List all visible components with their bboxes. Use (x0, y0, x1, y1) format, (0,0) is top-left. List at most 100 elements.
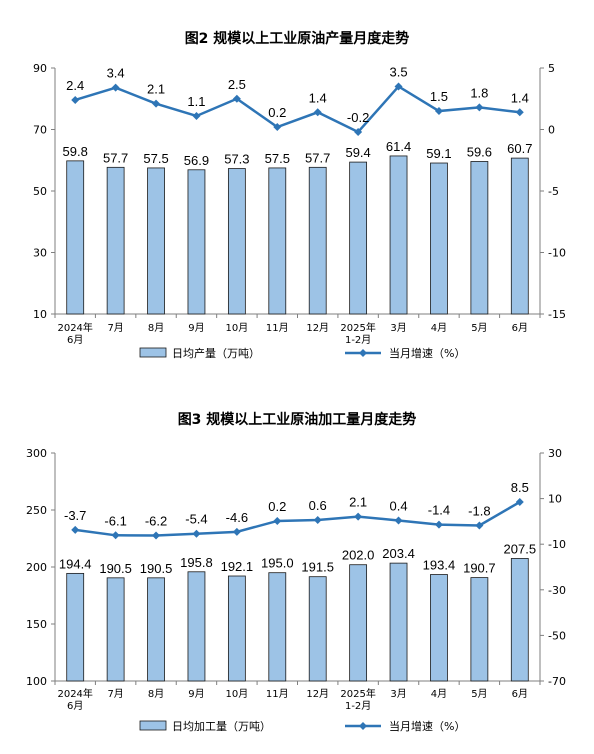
line-point (232, 94, 241, 103)
line-value-label: 8.5 (511, 480, 529, 495)
bar-value-label: 195.0 (261, 556, 294, 571)
growth-rate-line (74, 84, 520, 134)
bar (470, 161, 489, 315)
legend-bar-label: 日均加工量（万吨） (172, 720, 271, 733)
bar-value-label: 59.1 (426, 146, 451, 161)
production-chart-svg: 图2 规模以上工业原油产量月度走势 10 30 50 70 90 -15 -10 -5 0 5 202… (33, 30, 566, 360)
crude-oil-production-chart: 图2 规模以上工业原油产量月度走势 10 30 50 70 90 -15 -10 -5 0 5 202… (33, 30, 566, 360)
x-tick-label: 5月 (471, 322, 487, 334)
legend-bar-label: 日均产量（万吨） (172, 346, 260, 360)
legend-bar-swatch (139, 720, 167, 731)
line-value-label: 0.6 (309, 498, 327, 513)
bar-value-label: 190.7 (463, 561, 496, 576)
bar-value-label: 203.4 (382, 546, 415, 561)
bar (389, 562, 408, 682)
x-tick-label: 2025年 1-2月 (340, 687, 375, 712)
line-value-label: -1.8 (468, 504, 490, 519)
line-point (192, 529, 201, 538)
bar (227, 168, 246, 315)
bar-value-label: 193.4 (423, 558, 456, 573)
processing-chart-title: 图3 规模以上工业原油加工量月度走势 (178, 411, 417, 428)
bar (349, 564, 368, 682)
line-value-label: -1.4 (428, 503, 450, 518)
line-point (475, 521, 484, 530)
line-point (192, 111, 201, 120)
line-point (111, 83, 120, 92)
right-tick-label: 0 (548, 124, 555, 137)
line-value-label: 1.1 (187, 94, 205, 109)
bar (66, 572, 85, 682)
bar-value-label: 190.5 (99, 561, 132, 576)
legend-bar-swatch (139, 347, 167, 358)
bar (349, 161, 368, 315)
x-tick-label: 2024年 6月 (57, 687, 92, 712)
line-value-label: 2.5 (228, 77, 246, 92)
production-chart-title: 图2 规模以上工业原油产量月度走势 (185, 30, 410, 47)
line-point (394, 516, 403, 525)
line-point (273, 123, 282, 132)
line-point (313, 108, 322, 117)
line-value-label: 3.5 (390, 64, 408, 79)
x-tick-label: 6月 (512, 322, 528, 334)
left-tick-label: 250 (26, 504, 47, 517)
line-value-label: 0.2 (268, 105, 286, 120)
left-tick-label: 10 (33, 308, 47, 321)
bar-value-label: 57.5 (265, 151, 290, 166)
growth-rate-line (75, 500, 521, 537)
line-value-label: 2.4 (66, 78, 84, 93)
left-tick-label: 30 (33, 247, 47, 260)
bar (308, 576, 327, 682)
x-tick-label: 4月 (431, 688, 447, 700)
line-point (71, 95, 80, 104)
bar-value-label: 192.1 (221, 559, 254, 574)
line-value-label: 1.5 (430, 89, 448, 104)
line-value-label: 1.4 (309, 90, 327, 105)
bar (268, 167, 287, 315)
line-value-label: -6.1 (104, 513, 126, 528)
x-tick-label: 11月 (266, 322, 289, 334)
line-value-label: 3.4 (107, 66, 125, 81)
line-value-label: 0.4 (390, 498, 408, 513)
line-point (475, 103, 484, 112)
line-value-label: 2.1 (147, 82, 165, 97)
right-tick-label: 10 (548, 493, 562, 506)
bar (66, 160, 85, 315)
line-point (354, 512, 363, 521)
right-tick-label: -10 (548, 247, 566, 260)
line-point (71, 525, 80, 534)
bar (430, 162, 448, 315)
bar-value-label: 57.5 (143, 151, 168, 166)
x-tick-label: 10月 (226, 322, 249, 334)
line-value-label: -5.4 (185, 512, 207, 527)
right-tick-label: -30 (548, 584, 566, 597)
line-value-label: 0.2 (268, 499, 286, 514)
x-tick-label: 7月 (107, 688, 123, 700)
bar (147, 167, 165, 315)
bar-value-label: 202.0 (342, 548, 375, 563)
legend-line-marker (359, 349, 367, 357)
x-tick-label: 8月 (148, 322, 164, 334)
legend-line-marker (359, 722, 367, 730)
x-tick-label: 4月 (431, 322, 447, 334)
line-point (515, 108, 524, 117)
bar (510, 558, 529, 682)
bar-value-label: 59.4 (345, 145, 370, 160)
line-point (273, 516, 282, 525)
right-tick-label: 30 (548, 447, 562, 460)
left-tick-label: 50 (33, 185, 47, 198)
bar (106, 577, 125, 682)
bar (187, 169, 206, 315)
bar (106, 166, 125, 315)
bar-value-label: 194.4 (59, 556, 92, 571)
bar-value-label: 59.6 (467, 144, 492, 159)
x-tick-label: 2025年 1-2月 (340, 321, 375, 346)
line-point (434, 107, 443, 116)
bar-value-label: 57.7 (305, 150, 330, 165)
bar-value-label: 191.5 (301, 560, 334, 575)
bar-value-label: 57.7 (103, 150, 128, 165)
left-tick-label: 70 (33, 124, 47, 137)
line-point (434, 520, 443, 529)
bar (227, 575, 246, 682)
right-tick-label: -5 (548, 185, 559, 198)
bar (430, 574, 448, 682)
